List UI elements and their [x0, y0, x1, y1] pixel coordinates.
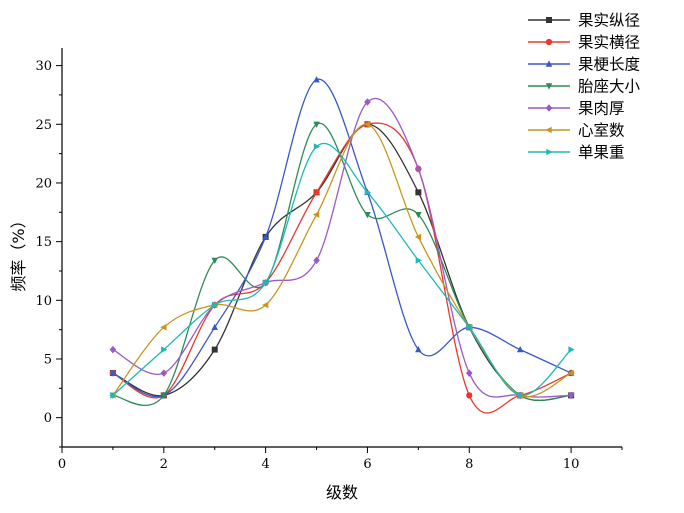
- legend-marker: [545, 60, 553, 67]
- data-point: [415, 345, 422, 353]
- legend-item: 果肉厚: [528, 100, 625, 118]
- legend-marker: [546, 17, 552, 23]
- data-point: [211, 323, 219, 330]
- x-tick-label: 0: [58, 457, 66, 472]
- series-line: [112, 122, 572, 414]
- data-point: [109, 369, 117, 376]
- series-line: [112, 123, 572, 398]
- series-3: [109, 76, 575, 399]
- x-tick-label: 2: [160, 457, 168, 472]
- legend-marker: [546, 148, 553, 156]
- legend-marker: [545, 38, 553, 46]
- legend-marker: [545, 83, 553, 90]
- data-point: [415, 211, 422, 219]
- data-point: [364, 211, 371, 219]
- y-tick-label: 0: [44, 411, 52, 426]
- x-tick-label: 8: [465, 457, 473, 472]
- data-point: [567, 391, 575, 400]
- data-point: [313, 76, 320, 83]
- data-point: [568, 346, 575, 353]
- data-point: [109, 345, 117, 354]
- data-point: [414, 233, 422, 241]
- data-point: [262, 233, 269, 240]
- data-point: [466, 392, 473, 399]
- data-point: [313, 256, 320, 265]
- y-ticks: 0 5 10 15 20 25 30: [35, 59, 62, 448]
- series-layer: [109, 76, 575, 414]
- legend-label: 胎座大小: [578, 78, 641, 96]
- legend-label: 果梗长度: [578, 56, 640, 74]
- data-point: [465, 369, 473, 377]
- series-line: [112, 97, 572, 398]
- x-tick-label: 6: [363, 457, 371, 472]
- series-2: [109, 121, 575, 414]
- data-point: [517, 392, 524, 399]
- data-point: [212, 301, 219, 309]
- data-point: [415, 189, 422, 196]
- data-point: [364, 189, 372, 196]
- axes: [61, 48, 622, 448]
- data-point: [516, 345, 524, 353]
- series-4: [109, 121, 575, 407]
- legend-item: 果梗长度: [528, 56, 640, 74]
- series-line: [112, 143, 572, 397]
- legend-item: 果实横径: [528, 34, 640, 52]
- data-point: [160, 324, 167, 331]
- y-tick-label: 15: [35, 235, 52, 250]
- data-point: [364, 98, 371, 106]
- x-ticks: 0 2 4 6 8 10: [58, 447, 623, 472]
- series-line: [112, 123, 572, 401]
- series-line: [112, 78, 572, 398]
- y-tick-label: 20: [35, 176, 52, 191]
- x-axis-title: 级数: [326, 483, 358, 502]
- data-point: [313, 143, 321, 150]
- data-point: [160, 392, 168, 399]
- series-7: [110, 143, 575, 399]
- data-point: [313, 121, 320, 128]
- legend-item: 果实纵径: [528, 12, 640, 30]
- legend-marker: [545, 126, 552, 134]
- data-point: [313, 189, 320, 196]
- legend-item: 胎座大小: [528, 78, 641, 96]
- data-point: [110, 392, 117, 399]
- legend-label: 单果重: [578, 144, 625, 162]
- data-point: [262, 301, 269, 309]
- y-tick-label: 30: [35, 59, 52, 74]
- y-tick-label: 10: [35, 294, 52, 309]
- legend-item: 单果重: [528, 144, 625, 162]
- y-tick-label: 25: [35, 118, 52, 133]
- data-point: [211, 346, 218, 353]
- y-axis-title: 频率（%）: [9, 212, 28, 291]
- legend-label: 果实纵径: [578, 12, 640, 30]
- legend-marker: [545, 104, 553, 112]
- series-line: [112, 122, 572, 407]
- legend-label: 果实横径: [578, 34, 640, 52]
- data-point: [262, 279, 270, 287]
- legend-label: 果肉厚: [578, 100, 625, 118]
- data-point: [363, 120, 371, 128]
- x-tick-label: 10: [563, 457, 580, 472]
- series-5: [109, 97, 575, 400]
- y-tick-label: 5: [44, 352, 52, 367]
- data-point: [161, 346, 168, 353]
- legend-label: 心室数: [578, 122, 625, 140]
- data-point: [160, 369, 168, 377]
- x-tick-label: 4: [261, 457, 269, 472]
- data-point: [415, 165, 422, 173]
- data-point: [567, 369, 574, 377]
- data-point: [312, 211, 320, 218]
- data-point: [415, 257, 422, 264]
- data-point: [466, 324, 473, 331]
- legend-item: 心室数: [528, 122, 625, 140]
- data-point: [211, 257, 219, 265]
